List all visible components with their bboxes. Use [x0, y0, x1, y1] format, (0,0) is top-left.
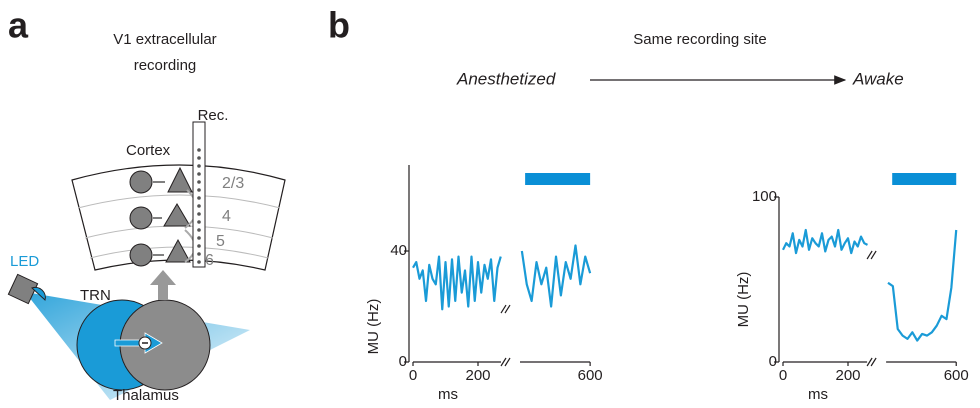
axis-break — [500, 304, 507, 314]
x-tick-label: 0 — [409, 367, 417, 384]
panel-letter: a — [8, 5, 29, 46]
axis-break — [504, 304, 511, 314]
y-tick-label: 0 — [399, 353, 407, 370]
trn-label: TRN — [80, 287, 111, 304]
y-tick-label: 40 — [390, 242, 407, 259]
thalamus-label: Thalamus — [113, 387, 179, 404]
stimulus-bar — [892, 173, 957, 185]
x-tick-label: 600 — [944, 367, 969, 384]
axis-break — [866, 250, 873, 260]
layer-label: 6 — [205, 252, 214, 269]
x-axis-label: ms — [808, 386, 828, 403]
panel-title: Same recording site — [633, 31, 766, 48]
condition-label: Awake — [852, 69, 904, 88]
y-tick-label: 0 — [769, 353, 777, 370]
axis-break — [870, 357, 877, 367]
panel-title: V1 extracellular — [113, 31, 216, 48]
diagram — [7, 121, 286, 400]
x-axis-label: ms — [438, 386, 458, 403]
panel-letter: b — [328, 5, 350, 46]
axis-break — [870, 250, 877, 260]
y-axis-label: MU (Hz) — [735, 272, 752, 328]
led-label: LED — [10, 253, 39, 270]
x-tick-label: 200 — [835, 367, 860, 384]
condition-label: Anesthetized — [456, 69, 556, 88]
layer-label: 2/3 — [222, 175, 244, 192]
layer-label: 4 — [222, 208, 231, 225]
panel-title: recording — [134, 57, 197, 74]
stimulus-bar — [525, 173, 591, 185]
data-line — [782, 228, 958, 342]
y-tick-label: 100 — [752, 188, 777, 205]
axis-break — [504, 357, 511, 367]
cortex-label: Cortex — [126, 142, 171, 159]
y-axis-label: MU (Hz) — [365, 299, 382, 355]
axis-break — [866, 357, 873, 367]
electrode-label: Rec. — [198, 107, 229, 124]
layer-label: 5 — [216, 233, 225, 250]
x-tick-label: 0 — [779, 367, 787, 384]
x-tick-label: 200 — [465, 367, 490, 384]
data-line — [412, 244, 592, 311]
x-tick-label: 600 — [578, 367, 603, 384]
axis-break — [500, 357, 507, 367]
